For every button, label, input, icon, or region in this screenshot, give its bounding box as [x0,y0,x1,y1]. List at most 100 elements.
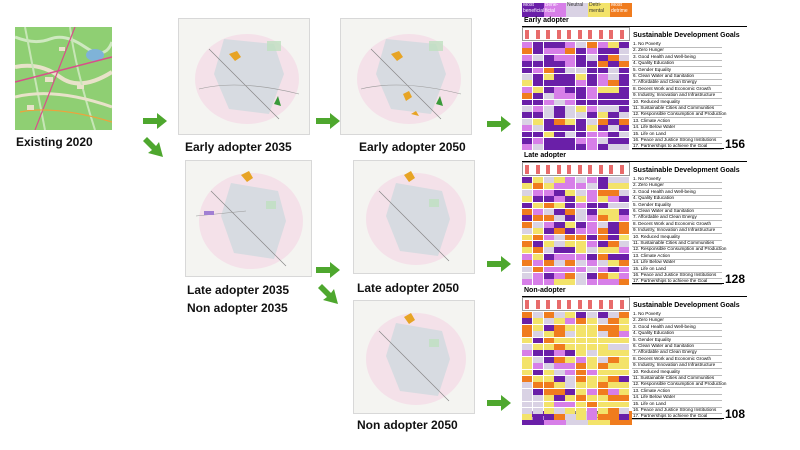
matrix-cell [522,414,533,421]
title-rule [522,296,747,297]
matrix-cell [532,253,543,260]
matrix-cell [565,80,576,87]
matrix-cell [597,266,608,273]
matrix-cell [608,209,619,215]
matrix-cell [554,382,565,389]
arrow-right-icon [487,395,511,411]
matrix-cell [532,144,543,151]
matrix-cell [532,318,543,325]
matrix-cell [608,131,619,138]
goal-row-rule [632,79,722,80]
column-header-mark [567,30,571,39]
column-header-mark [619,165,624,174]
matrix-cell [565,241,576,247]
matrix-cell [597,388,608,395]
matrix-cell [576,337,587,344]
matrix-cell [597,80,608,87]
matrix-cell [532,86,543,93]
matrix-cell [576,80,587,87]
matrix-cell [576,209,587,215]
matrix-cell [522,74,533,80]
matrix-cell [608,344,619,350]
matrix-cell [522,337,533,344]
table-title: Non-adopter [524,287,566,294]
sdg-table-late-adopter: Late adopter Sustainable Development Goal… [522,152,747,286]
matrix-cell [586,331,597,337]
existing-map-image [15,27,112,130]
matrix-cell [608,414,619,421]
matrix-cell [522,395,533,401]
matrix-cell [597,144,608,151]
matrix-cell [586,99,597,106]
matrix-cell [532,112,543,119]
sdg-goal-label: 5. Gender Equality [633,201,672,207]
matrix-cell [619,202,630,209]
matrix-cell [543,202,554,209]
matrix-cell [597,318,608,325]
matrix-cell [608,363,619,369]
matrix-cell [576,344,587,350]
matrix-cell [597,67,608,74]
column-header-mark [619,30,624,39]
matrix-cell [597,350,608,357]
goal-row-rule [632,72,722,74]
matrix-cell [597,253,608,260]
matrix-cell [608,74,619,80]
column-header-mark [546,300,550,309]
matrix-cell [543,318,554,325]
matrix-cell [586,324,597,331]
matrix-cell [532,131,543,138]
map-image [357,34,462,124]
matrix-cell [554,86,565,93]
matrix-cell [619,221,630,228]
matrix-cell [543,324,554,331]
matrix-cell [554,228,565,234]
matrix-cell [586,131,597,138]
matrix-cell [608,112,619,119]
matrix-cell [576,253,587,260]
label-non-adopter-2050: Non adopter 2050 [357,418,458,432]
matrix-cell [532,106,543,112]
goal-row-rule [632,349,722,350]
matrix-cell [543,279,554,286]
matrix-cell [565,395,576,401]
matrix-cell [554,395,565,401]
matrix-cell [586,414,597,421]
matrix-cell [576,318,587,325]
matrix-cell [608,408,619,414]
matrix-cell [586,202,597,209]
matrix-cell [532,395,543,401]
matrix-cell [543,189,554,196]
matrix-cell [597,209,608,215]
sdg-goal-label: 6. Clean Water and Sanitation [633,343,695,348]
matrix-cell [576,266,587,273]
matrix-cell [522,93,533,99]
column-header-mark [609,30,613,39]
matrix-cell [608,318,619,325]
matrix-cell [522,234,533,241]
matrix-cell [554,42,565,48]
non-adopter-2050-map [353,300,475,414]
arrow-right-icon [487,256,511,272]
matrix-cell [586,183,597,190]
matrix-cell [619,99,630,106]
matrix-cell [532,189,543,196]
matrix-cell [543,74,554,80]
matrix-cell [619,247,630,254]
sdg-goal-label: 10. Reduced Inequality [633,368,680,374]
matrix-cell [565,388,576,395]
goal-row-rule [632,220,722,221]
matrix-cell [576,401,587,408]
goal-row-rule [632,117,722,118]
matrix-cell [543,106,554,112]
matrix-cell [543,215,554,222]
matrix-cell [543,388,554,395]
matrix-cell [522,183,533,190]
sdg-goal-label: 2. Zero Hunger [633,182,664,188]
matrix-cell [554,350,565,357]
matrix-cell [532,74,543,80]
matrix-cell [565,215,576,222]
matrix-cell [576,363,587,369]
matrix-cell [543,408,554,414]
matrix-cell [586,312,597,318]
